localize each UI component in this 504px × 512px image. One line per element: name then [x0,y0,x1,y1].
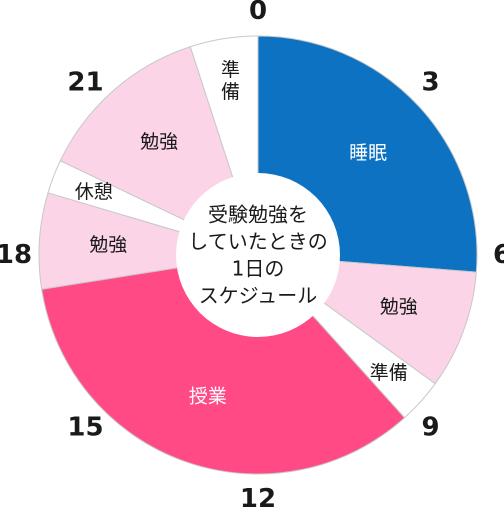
slice-label-2: 準備 [370,362,408,384]
slice-label-0: 睡眠 [349,142,387,164]
center-hole [176,173,340,337]
hour-tick-6: 6 [493,240,504,270]
slice-label-3: 授業 [189,385,227,407]
slice-3 [41,254,406,475]
hour-tick-9: 9 [421,413,439,443]
slice-label-4: 勉強 [89,234,127,256]
hour-tick-15: 15 [67,413,103,443]
center-line-3: スケジュール [199,284,318,308]
center-line-0: 受験勉強を [208,203,308,227]
hour-tick-18: 18 [0,240,32,270]
hour-tick-0: 0 [249,0,267,26]
hour-tick-12: 12 [240,484,276,512]
slice-label-1: 勉強 [380,296,418,318]
center-line-1: していたときの [188,230,327,254]
hour-tick-21: 21 [67,68,103,98]
hour-tick-3: 3 [421,68,439,98]
slice-label-6: 勉強 [140,131,178,153]
slice-label-7: 準備 [221,59,240,103]
slice-label-5: 休憩 [75,181,113,203]
center-line-2: 1日の [232,257,285,281]
